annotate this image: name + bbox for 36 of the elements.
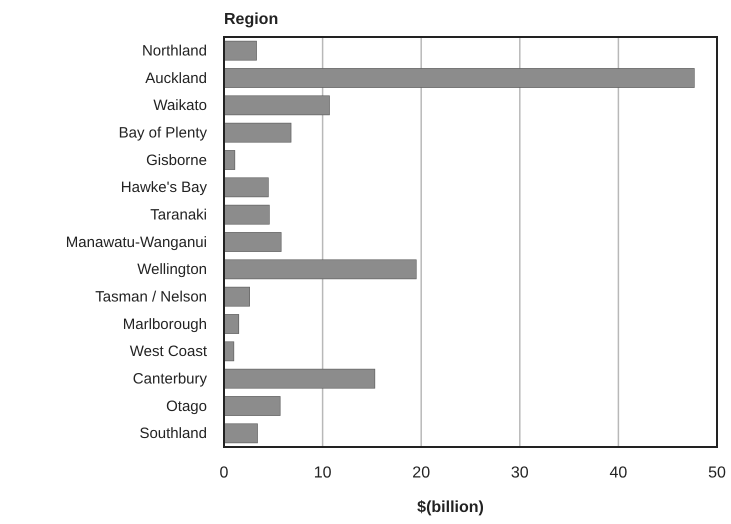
y-tick-label: Manawatu-Wanganui (66, 234, 207, 251)
y-tick-label: Waikato (153, 97, 207, 114)
bar (224, 232, 282, 252)
x-tick-label: 0 (220, 464, 229, 482)
y-tick-label: Auckland (145, 70, 207, 87)
x-axis-title: $(billion) (417, 499, 484, 516)
y-tick-label: Marlborough (122, 316, 207, 333)
bar (224, 368, 376, 389)
bar (224, 396, 280, 416)
y-tick-label: Otago (166, 398, 207, 415)
x-tick-label: 30 (510, 464, 529, 482)
bar (224, 40, 257, 61)
y-tick-label: Southland (139, 425, 207, 442)
y-tick-label: Northland (142, 42, 207, 60)
x-tick-label: 40 (610, 464, 628, 482)
y-tick-label: Tasman / Nelson (95, 288, 207, 306)
bar (224, 259, 417, 280)
x-tick-label: 20 (412, 464, 430, 482)
y-tick-label: Taranaki (150, 206, 207, 224)
y-tick-label: Hawke's Bay (120, 179, 208, 196)
bar (224, 177, 269, 198)
bar (224, 122, 292, 143)
x-tick-label: 50 (708, 464, 726, 482)
x-tick-label: 10 (314, 464, 332, 482)
y-tick-label: West Coast (130, 343, 208, 360)
bar (224, 204, 270, 225)
bar (224, 68, 695, 88)
bar (224, 423, 258, 444)
bar (224, 286, 250, 307)
bar (224, 95, 330, 116)
y-tick-label: Wellington (137, 261, 207, 278)
y-tick-label: Canterbury (132, 370, 208, 388)
bar (224, 314, 240, 334)
y-tick-label: Gisborne (146, 152, 207, 169)
chart-title: Region (224, 11, 278, 28)
y-tick-label: Bay of Plenty (118, 124, 208, 142)
